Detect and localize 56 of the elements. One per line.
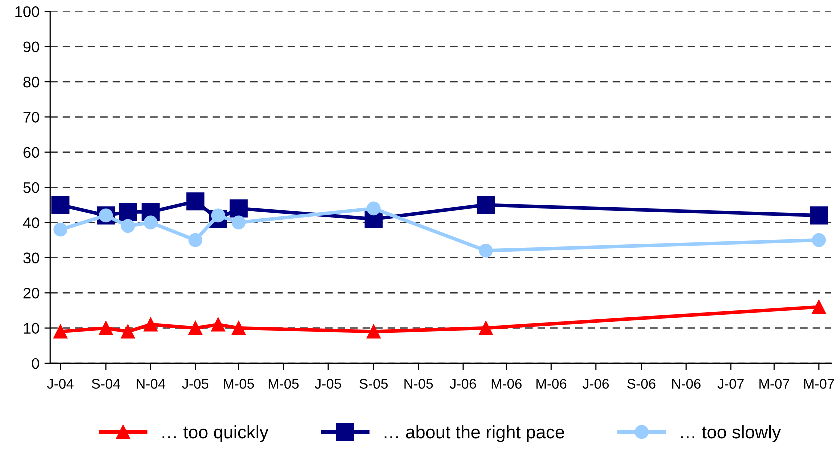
point [211, 318, 226, 332]
point [52, 196, 70, 214]
x-tick-label: M-07 [804, 379, 834, 389]
point [230, 200, 248, 218]
y-tick-label: 60 [24, 147, 40, 158]
point [121, 324, 136, 339]
point [477, 196, 496, 214]
point [99, 321, 114, 336]
x-tick-label: J-05 [315, 379, 342, 389]
y-tick-label: 40 [23, 218, 40, 228]
y-tick-label: 80 [24, 76, 40, 88]
y-tick-label: 70 [24, 112, 40, 123]
x-tick-label: J-06 [582, 379, 610, 389]
point [54, 324, 68, 339]
legend-label: … too slowly [681, 425, 782, 442]
point [366, 324, 381, 339]
x-tick-label: S-06 [628, 379, 656, 389]
point [812, 300, 826, 314]
x-tick-label: M-05 [268, 379, 299, 389]
x-tick-label: N-04 [136, 379, 166, 389]
point [366, 202, 381, 216]
point [121, 219, 136, 234]
y-tick-label: 100 [16, 6, 40, 18]
point [232, 321, 246, 336]
y-tick-label: 0 [32, 358, 40, 370]
x-tick-label: S-04 [92, 379, 120, 389]
y-tick-label: 30 [24, 252, 40, 264]
point [812, 233, 826, 248]
x-tick-label: N-06 [672, 379, 701, 389]
point [479, 244, 494, 258]
point [144, 318, 158, 332]
point [54, 222, 68, 237]
x-tick-label: M-06 [536, 379, 567, 389]
y-tick-label: 20 [24, 288, 40, 299]
x-tick-label: J-04 [47, 379, 74, 389]
point [186, 192, 205, 211]
x-tick-label: J-05 [182, 379, 209, 389]
x-tick-label: M-07 [760, 379, 790, 389]
point [144, 216, 158, 230]
y-tick-label: 10 [24, 323, 40, 334]
point [479, 321, 494, 336]
point [188, 233, 203, 248]
legend-label: … about the right pace [384, 425, 564, 442]
point [232, 216, 246, 230]
y-tick-label: 90 [24, 42, 40, 53]
point [188, 321, 203, 336]
x-tick-label: J-07 [718, 379, 744, 389]
x-tick-label: J-06 [450, 379, 476, 389]
x-tick-label: M-06 [492, 379, 522, 389]
point [119, 203, 138, 222]
x-tick-label: N-05 [404, 379, 434, 389]
point [810, 206, 828, 225]
x-tick-label: S-05 [360, 379, 388, 389]
legend-label: … too quickly [162, 425, 269, 442]
y-tick-label: 50 [24, 182, 40, 194]
x-tick-label: M-05 [224, 379, 254, 389]
